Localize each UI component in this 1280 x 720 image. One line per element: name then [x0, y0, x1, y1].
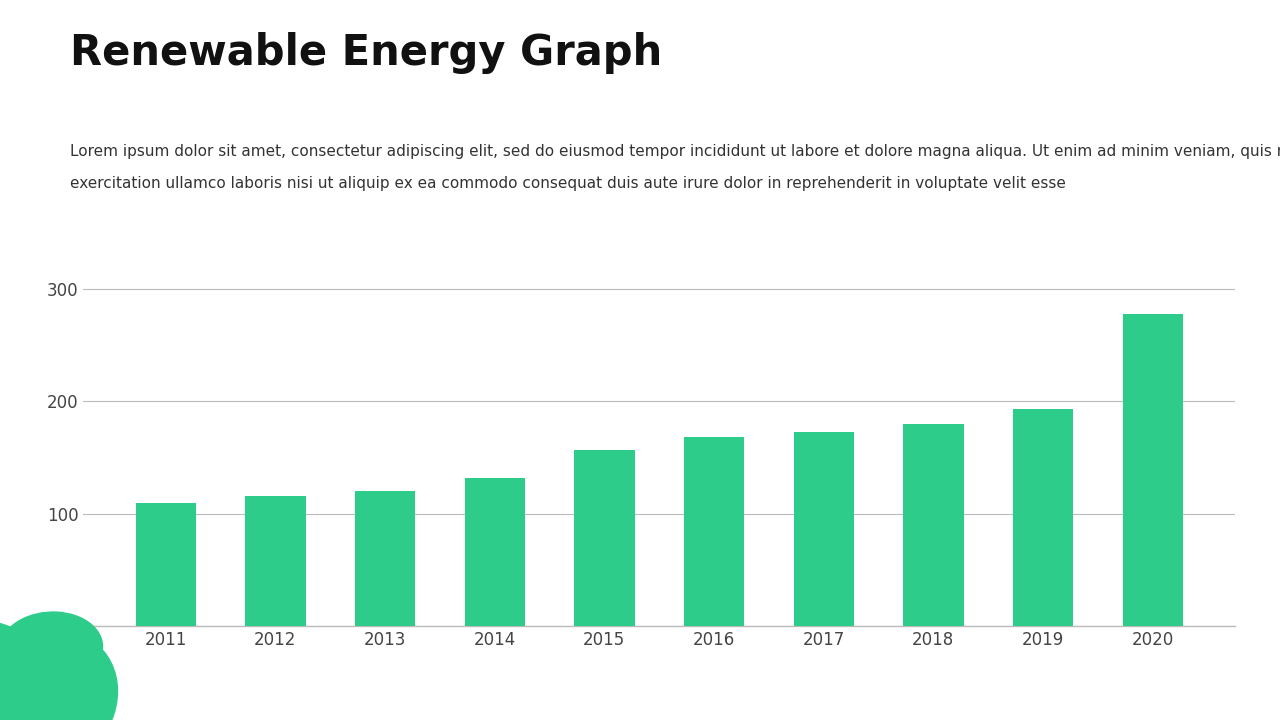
- Text: exercitation ullamco laboris nisi ut aliquip ex ea commodo consequat duis aute i: exercitation ullamco laboris nisi ut ali…: [70, 176, 1066, 192]
- Bar: [355, 491, 415, 626]
- Bar: [1123, 314, 1183, 626]
- Bar: [465, 478, 525, 626]
- Bar: [1012, 409, 1073, 626]
- Bar: [684, 437, 744, 626]
- Text: Lorem ipsum dolor sit amet, consectetur adipiscing elit, sed do eiusmod tempor i: Lorem ipsum dolor sit amet, consectetur …: [70, 144, 1280, 159]
- Bar: [575, 450, 635, 626]
- Bar: [794, 432, 854, 626]
- Text: Renewable Energy Graph: Renewable Energy Graph: [70, 32, 663, 74]
- Bar: [904, 424, 964, 626]
- Bar: [246, 496, 306, 626]
- Bar: [136, 503, 196, 626]
